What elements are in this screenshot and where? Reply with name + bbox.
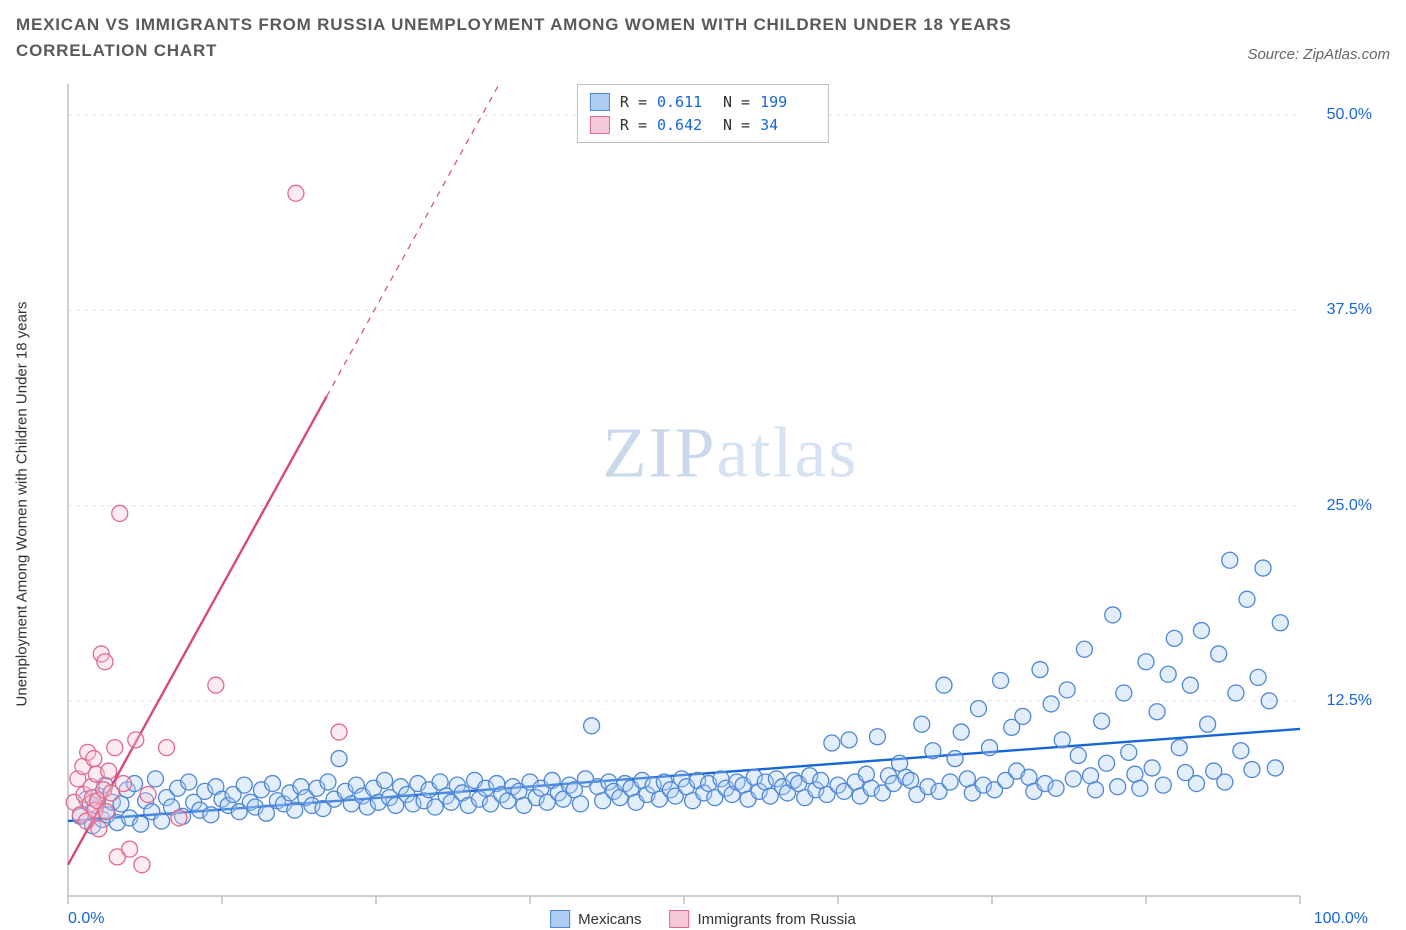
series-legend-label: Mexicans xyxy=(578,911,641,928)
y-tick-label: 50.0% xyxy=(1327,106,1372,124)
stats-legend: R = 0.611 N = 199 R = 0.642 N = 34 xyxy=(577,84,829,143)
series-legend: Mexicans Immigrants from Russia xyxy=(550,910,856,928)
r-value: 0.611 xyxy=(657,91,713,114)
r-label: R = xyxy=(620,91,647,114)
scatter-plot xyxy=(16,78,1390,930)
chart-area: Unemployment Among Women with Children U… xyxy=(16,78,1390,930)
source-attribution: Source: ZipAtlas.com xyxy=(1247,46,1390,63)
chart-title: MEXICAN VS IMMIGRANTS FROM RUSSIA UNEMPL… xyxy=(16,12,1116,63)
y-tick-label: 37.5% xyxy=(1327,301,1372,319)
x-axis-min-label: 0.0% xyxy=(68,910,104,928)
n-label: N = xyxy=(723,114,750,137)
legend-swatch xyxy=(550,910,570,928)
y-tick-label: 12.5% xyxy=(1327,692,1372,710)
r-label: R = xyxy=(620,114,647,137)
stats-row: R = 0.611 N = 199 xyxy=(590,91,816,114)
x-axis-max-label: 100.0% xyxy=(1314,910,1368,928)
n-label: N = xyxy=(723,91,750,114)
r-value: 0.642 xyxy=(657,114,713,137)
n-value: 34 xyxy=(760,114,816,137)
legend-swatch xyxy=(669,910,689,928)
stats-row: R = 0.642 N = 34 xyxy=(590,114,816,137)
legend-swatch xyxy=(590,93,610,111)
y-tick-label: 25.0% xyxy=(1327,497,1372,515)
series-legend-item: Immigrants from Russia xyxy=(669,910,855,928)
series-legend-label: Immigrants from Russia xyxy=(697,911,855,928)
legend-swatch xyxy=(590,116,610,134)
n-value: 199 xyxy=(760,91,816,114)
series-legend-item: Mexicans xyxy=(550,910,641,928)
